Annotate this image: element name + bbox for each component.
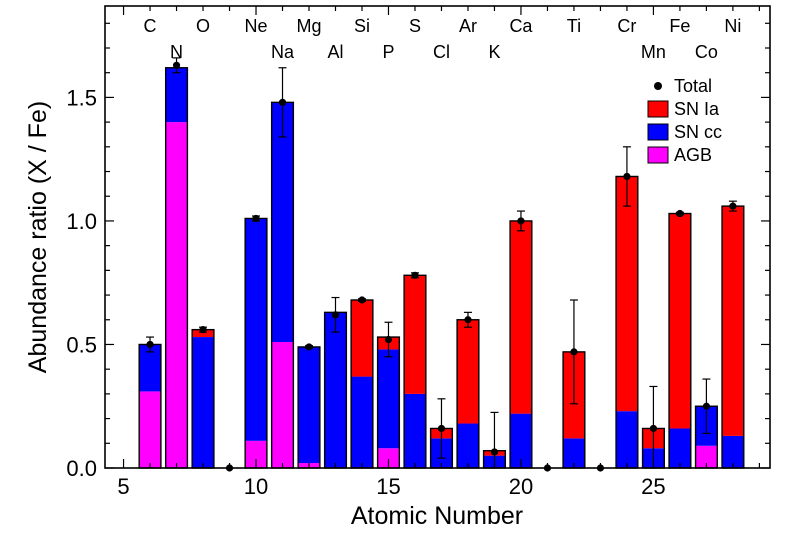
total-marker-z7 bbox=[172, 61, 181, 69]
bar-segment-agb-z10 bbox=[245, 440, 267, 468]
bar-segment-sncc-z7 bbox=[165, 67, 188, 123]
total-marker-z8 bbox=[199, 326, 207, 334]
element-label-Co: Co bbox=[695, 42, 718, 62]
bar-segment-sncc-z16 bbox=[404, 393, 426, 468]
element-label-Ti: Ti bbox=[567, 16, 581, 36]
x-tick-label: 20 bbox=[509, 474, 533, 499]
bar-segment-sncc-z12 bbox=[298, 346, 320, 464]
element-label-K: K bbox=[488, 42, 500, 62]
bar-segment-sncc-z26 bbox=[669, 428, 691, 468]
total-marker-z10 bbox=[252, 214, 260, 223]
total-marker-z17 bbox=[437, 424, 446, 433]
legend-label-agb: AGB bbox=[674, 145, 712, 165]
y-tick-label: 1.0 bbox=[66, 209, 97, 234]
total-marker-z15 bbox=[384, 335, 393, 344]
total-marker-z13 bbox=[331, 311, 340, 319]
element-label-Mg: Mg bbox=[296, 16, 321, 36]
bar-segment-sncc-z15 bbox=[377, 349, 400, 449]
x-tick-label: 15 bbox=[376, 474, 400, 499]
total-marker-z20 bbox=[517, 217, 525, 225]
bar-segment-sncc-z10 bbox=[245, 218, 267, 441]
total-marker-z26 bbox=[676, 209, 684, 218]
bar-segment-agb-z27 bbox=[695, 445, 718, 468]
element-label-Ca: Ca bbox=[509, 16, 533, 36]
y-tick-label: 0.5 bbox=[66, 332, 97, 357]
total-marker-z18 bbox=[464, 316, 472, 324]
bar-segment-sncc-z13 bbox=[324, 312, 347, 468]
total-marker-z11 bbox=[278, 98, 287, 106]
total-marker-z24 bbox=[623, 172, 631, 181]
legend-swatch-agb bbox=[647, 146, 669, 164]
bar-segment-snia-z20 bbox=[510, 220, 532, 414]
element-label-Cr: Cr bbox=[617, 16, 636, 36]
element-label-N: N bbox=[170, 42, 183, 62]
bar-segment-sncc-z20 bbox=[510, 413, 532, 468]
element-label-Fe: Fe bbox=[669, 16, 690, 36]
total-marker-z14 bbox=[358, 296, 366, 304]
element-label-Ne: Ne bbox=[245, 16, 268, 36]
bar-segment-agb-z7 bbox=[165, 122, 188, 468]
bar-segment-sncc-z22 bbox=[563, 438, 585, 468]
bar-segment-agb-z11 bbox=[271, 342, 294, 468]
total-marker-z22 bbox=[570, 348, 578, 356]
bar-segment-sncc-z8 bbox=[192, 337, 214, 468]
element-label-Si: Si bbox=[354, 16, 370, 36]
element-label-P: P bbox=[382, 42, 394, 62]
y-tick-label: 1.5 bbox=[66, 85, 97, 110]
total-marker-z19 bbox=[490, 448, 499, 456]
element-label-S: S bbox=[409, 16, 421, 36]
bar-segment-snia-z24 bbox=[616, 176, 638, 412]
element-label-Mn: Mn bbox=[641, 42, 666, 62]
legend-swatch-snia bbox=[647, 100, 669, 118]
bar-segment-agb-z15 bbox=[377, 448, 400, 468]
plot-frame bbox=[104, 5, 771, 469]
element-label-Ni: Ni bbox=[724, 16, 741, 36]
bar-segment-sncc-z18 bbox=[457, 423, 479, 468]
element-label-C: C bbox=[144, 16, 157, 36]
total-marker-z27 bbox=[702, 402, 711, 410]
legend-label-sncc: SN cc bbox=[674, 122, 722, 142]
x-tick-label: 10 bbox=[244, 474, 268, 499]
element-label-Na: Na bbox=[271, 42, 295, 62]
bar-segment-snia-z14 bbox=[351, 300, 373, 377]
element-label-O: O bbox=[196, 16, 210, 36]
legend: Total SN Ia SN cc AGB bbox=[647, 76, 722, 165]
bar-segment-agb-z6 bbox=[139, 391, 161, 468]
bar-segment-sncc-z11 bbox=[271, 102, 294, 343]
total-marker-z16 bbox=[411, 271, 419, 279]
element-label-Cl: Cl bbox=[433, 42, 450, 62]
bar-segment-sncc-z28 bbox=[722, 435, 744, 468]
y-tick-label: 0.0 bbox=[66, 456, 97, 481]
legend-marker-total bbox=[654, 82, 662, 90]
x-tick-label: 5 bbox=[117, 474, 129, 499]
bar-segment-snia-z8 bbox=[192, 329, 214, 338]
bar-segment-snia-z18 bbox=[457, 319, 479, 424]
bar-segment-sncc-z6 bbox=[139, 344, 161, 392]
legend-swatch-sncc bbox=[647, 123, 669, 141]
legend-label-snia: SN Ia bbox=[674, 99, 720, 119]
element-label-Al: Al bbox=[327, 42, 343, 62]
total-marker-z25 bbox=[649, 424, 658, 433]
bar-segment-sncc-z14 bbox=[351, 376, 373, 468]
error-bars-layer bbox=[146, 57, 737, 472]
legend-label-total: Total bbox=[674, 76, 712, 96]
y-axis-title: Abundance ratio (X / Fe) bbox=[24, 101, 52, 373]
total-marker-z6 bbox=[146, 340, 154, 349]
total-marker-z28 bbox=[729, 202, 737, 210]
x-tick-label: 25 bbox=[641, 474, 665, 499]
bar-segment-snia-z16 bbox=[404, 275, 426, 394]
element-label-Ar: Ar bbox=[459, 16, 477, 36]
bar-segment-sncc-z24 bbox=[616, 411, 638, 468]
ticks-layer: 5 10 15 20 25 0.0 0.5 1.0 1.5 bbox=[66, 6, 770, 499]
bar-segment-snia-z28 bbox=[722, 206, 744, 436]
total-marker-z12 bbox=[305, 343, 313, 351]
x-axis-title: Atomic Number bbox=[351, 502, 523, 530]
bar-segment-snia-z26 bbox=[669, 213, 691, 429]
